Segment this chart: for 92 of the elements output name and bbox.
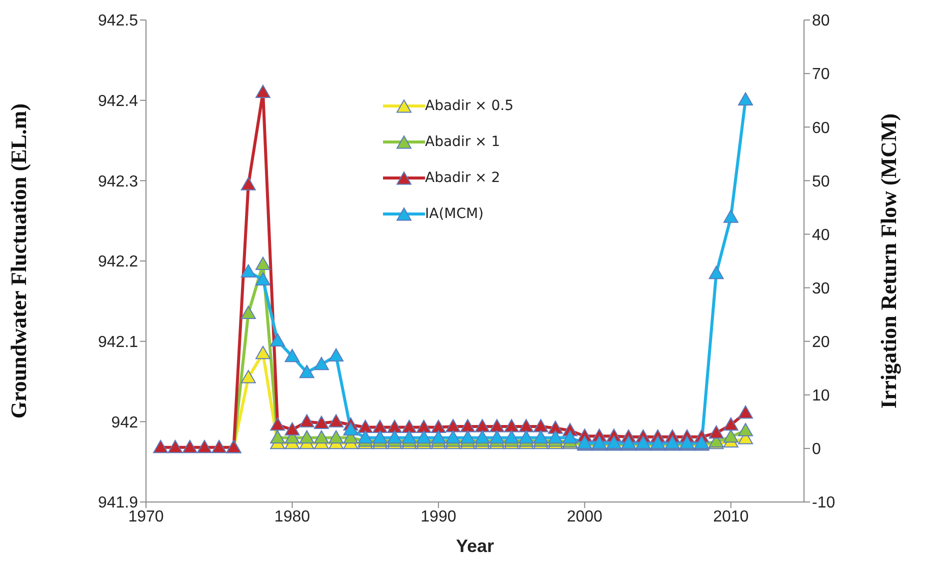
point bbox=[284, 348, 300, 362]
point bbox=[240, 264, 256, 278]
point bbox=[153, 440, 168, 454]
point bbox=[328, 414, 344, 428]
point bbox=[299, 414, 314, 428]
point bbox=[723, 417, 738, 431]
y2-tick-label: 0 bbox=[812, 441, 821, 458]
point bbox=[548, 430, 563, 444]
y-axis-title: Groundwater Fluctuation (EL.m) bbox=[6, 103, 31, 419]
point bbox=[212, 440, 227, 454]
y2-tick-label: 40 bbox=[812, 226, 830, 244]
point bbox=[270, 417, 286, 431]
y2-tick-label: -10 bbox=[812, 494, 836, 512]
point bbox=[708, 425, 724, 439]
point bbox=[255, 84, 270, 98]
point bbox=[372, 430, 388, 444]
legend-label: Abadir × 1 bbox=[425, 134, 500, 150]
y-tick-label: 942.4 bbox=[98, 93, 138, 110]
point bbox=[416, 430, 432, 444]
y2-tick-label: 10 bbox=[812, 388, 830, 405]
x-tick-label: 2000 bbox=[566, 508, 603, 526]
y2-tick-label: 20 bbox=[812, 334, 830, 352]
point bbox=[314, 416, 329, 430]
x-tick-label: 2010 bbox=[713, 508, 749, 526]
y2-tick-label: 60 bbox=[812, 120, 830, 137]
point bbox=[533, 430, 548, 444]
y-tick-label: 942.2 bbox=[98, 254, 138, 271]
point bbox=[343, 422, 358, 436]
point bbox=[299, 430, 314, 444]
point bbox=[299, 364, 314, 378]
point bbox=[255, 272, 270, 286]
point bbox=[533, 418, 548, 432]
point bbox=[372, 420, 388, 434]
legend-label: Abadir × 0.5 bbox=[425, 98, 514, 114]
point bbox=[240, 177, 256, 190]
point bbox=[416, 420, 432, 434]
point bbox=[446, 430, 461, 444]
point bbox=[240, 306, 256, 319]
point bbox=[270, 430, 286, 444]
point bbox=[562, 430, 578, 444]
x-tick-label: 1980 bbox=[274, 508, 310, 526]
point bbox=[314, 430, 329, 444]
point bbox=[504, 418, 520, 432]
legend-label: IA(MCM) bbox=[425, 206, 484, 222]
point bbox=[504, 430, 520, 444]
y-tick-label: 942.5 bbox=[98, 12, 138, 30]
y2-tick-label: 80 bbox=[812, 12, 830, 30]
y2-tick-label: 30 bbox=[812, 280, 830, 298]
point bbox=[518, 418, 534, 432]
point bbox=[168, 440, 183, 454]
point bbox=[255, 346, 270, 360]
point bbox=[723, 210, 738, 223]
point bbox=[182, 440, 198, 454]
x-tick-label: 1990 bbox=[420, 508, 456, 526]
point bbox=[402, 420, 417, 434]
point bbox=[738, 92, 754, 106]
point bbox=[430, 420, 446, 434]
legend-label: Abadir × 2 bbox=[425, 170, 500, 186]
point bbox=[402, 430, 417, 444]
point bbox=[430, 430, 446, 444]
point bbox=[255, 256, 270, 270]
point bbox=[723, 429, 738, 443]
point bbox=[548, 420, 563, 434]
point bbox=[387, 430, 402, 444]
point bbox=[314, 356, 329, 370]
point bbox=[738, 405, 754, 419]
point bbox=[489, 430, 504, 444]
x-axis-title: Year bbox=[456, 536, 494, 556]
point bbox=[446, 418, 461, 432]
point bbox=[708, 266, 724, 280]
point bbox=[358, 420, 373, 434]
point bbox=[358, 430, 373, 444]
y-tick-label: 942.3 bbox=[98, 173, 138, 190]
point bbox=[460, 430, 476, 444]
point bbox=[474, 430, 490, 444]
y2-tick-label: 70 bbox=[812, 66, 830, 84]
point bbox=[270, 333, 286, 347]
y2-axis-title: Irrigation Return Flow (MCM) bbox=[876, 113, 901, 409]
y-tick-label: 942 bbox=[111, 414, 138, 432]
y2-tick-label: 50 bbox=[812, 173, 830, 190]
point bbox=[240, 370, 256, 384]
point bbox=[284, 422, 300, 436]
point bbox=[328, 430, 344, 444]
y-tick-label: 942.1 bbox=[98, 334, 138, 352]
point bbox=[474, 418, 490, 432]
point bbox=[196, 440, 212, 454]
point bbox=[328, 348, 344, 362]
point bbox=[518, 430, 534, 444]
point bbox=[387, 420, 402, 434]
point bbox=[460, 418, 476, 432]
point bbox=[738, 423, 754, 436]
point bbox=[489, 418, 504, 432]
